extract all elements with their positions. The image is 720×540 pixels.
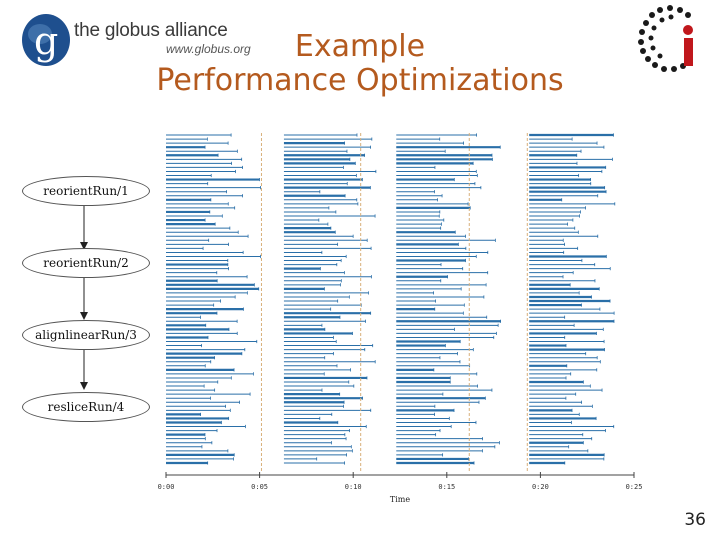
x-tick-label: 0:15	[438, 483, 455, 491]
globus-logo-icon: g	[22, 14, 70, 66]
x-ticks: 0:00 0:05 0:10 0:15 0:20 0:25	[158, 472, 643, 491]
svg-text:g: g	[34, 19, 58, 63]
x-tick-label: 0:00	[158, 483, 175, 491]
x-tick-label: 0:25	[626, 483, 643, 491]
timeline-chart: 0:00 0:05 0:10 0:15 0:20 0:25 Time	[158, 133, 643, 504]
phase-boundaries	[260, 133, 528, 473]
dag-node-reslice-4: resliceRun/4	[22, 392, 150, 422]
x-tick-label: 0:05	[251, 483, 268, 491]
title-line-1: Example	[294, 29, 426, 64]
dag-node-reorient-1: reorientRun/1	[22, 176, 150, 206]
task-bars	[166, 133, 616, 465]
workflow-dag: reorientRun/1 reorientRun/2 alignlinearR…	[18, 170, 158, 430]
logo-name: the globus alliance	[74, 20, 228, 41]
dag-arrows	[80, 206, 88, 390]
slide-title: Example Performance Optimizations	[0, 30, 720, 98]
x-tick-label: 0:10	[345, 483, 362, 491]
x-axis-label: Time	[390, 495, 410, 504]
title-line-2: Performance Optimizations	[156, 63, 564, 98]
logo-url: www.globus.org	[166, 42, 251, 56]
dag-node-reorient-2: reorientRun/2	[22, 248, 150, 278]
x-tick-label: 0:20	[532, 483, 549, 491]
page-number: 36	[684, 510, 706, 530]
globus-logo: g the globus alliance www.globus.org	[14, 6, 251, 76]
dag-node-alignlinear-3: alignlinearRun/3	[22, 320, 150, 350]
ci-logo-icon	[638, 5, 693, 72]
